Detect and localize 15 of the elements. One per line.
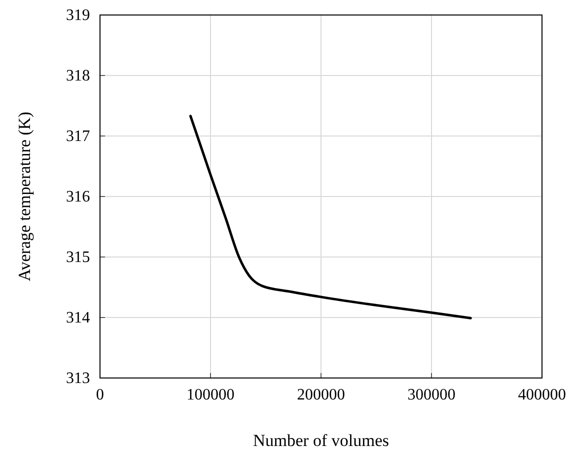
y-tick-label: 316 (66, 188, 90, 206)
x-axis-title: Number of volumes (253, 431, 389, 450)
x-tick-label: 200000 (297, 386, 345, 404)
x-tick-label: 400000 (518, 386, 566, 404)
y-tick-label: 314 (66, 310, 90, 327)
x-tick-label: 300000 (408, 386, 456, 404)
y-tick-label: 319 (66, 7, 90, 24)
x-tick-label: 0 (96, 386, 104, 404)
y-axis-title: Average temperature (K) (15, 112, 34, 282)
y-tick-label: 318 (66, 68, 90, 85)
y-tick-label: 317 (66, 128, 90, 146)
y-tick-label: 313 (66, 370, 90, 388)
x-tick-label: 100000 (186, 386, 234, 404)
y-tick-label: 315 (66, 249, 90, 266)
line-series (189, 114, 472, 320)
